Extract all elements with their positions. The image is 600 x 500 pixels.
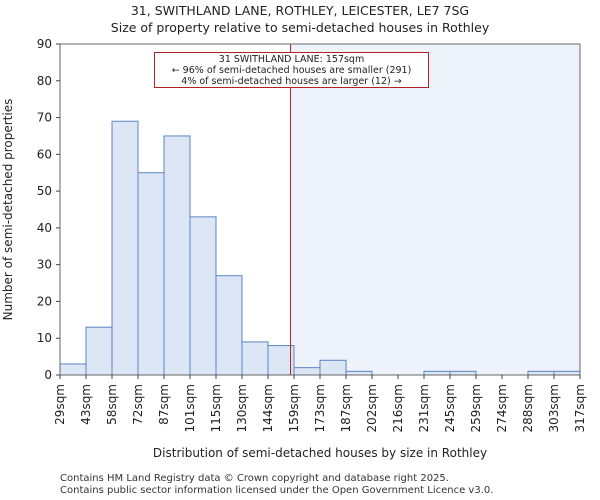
x-tick-label: 231sqm — [417, 384, 431, 432]
x-ticks: 29sqm 43sqm 58sqm 72sqm 87sqm 101sqm 115sqm 130… — [53, 375, 587, 432]
y-ticks: 0 10 20 30 40 50 60 70 80 90 — [37, 37, 60, 382]
x-tick-label: 317sqm — [573, 384, 587, 432]
bar-72sqm — [137, 172, 165, 376]
y-tick-label: 70 — [37, 111, 52, 125]
bar-245sqm — [449, 370, 477, 376]
bar-144sqm — [267, 345, 295, 376]
bar-288sqm — [527, 370, 555, 376]
x-tick-label: 274sqm — [495, 384, 509, 432]
chart-subtitle: Size of property relative to semi-detach… — [110, 20, 490, 35]
footer-line-2: Contains public sector information licen… — [60, 485, 494, 496]
x-tick-label: 159sqm — [287, 384, 301, 432]
bar-159sqm — [293, 367, 321, 376]
bar-173sqm — [319, 359, 347, 376]
bar-87sqm — [163, 135, 191, 376]
annotation-line-1: 31 SWITHLAND LANE: 157sqm — [218, 54, 365, 65]
bar-58sqm — [111, 120, 139, 376]
x-tick-label: 187sqm — [339, 384, 353, 432]
x-tick-label: 173sqm — [313, 384, 327, 432]
x-tick-label: 259sqm — [469, 384, 483, 432]
x-tick-label: 303sqm — [547, 384, 561, 432]
annotation-box: 31 SWITHLAND LANE: 157sqm ← 96% of semi-… — [154, 52, 429, 88]
bar-187sqm — [345, 370, 373, 376]
annotation-line-3: 4% of semi-detached houses are larger (1… — [181, 76, 402, 87]
bar-115sqm — [215, 275, 243, 376]
y-tick-label: 60 — [37, 147, 52, 161]
y-tick-label: 50 — [37, 184, 52, 198]
annotation-line-2: ← 96% of semi-detached houses are smalle… — [171, 65, 412, 76]
x-tick-label: 130sqm — [235, 384, 249, 432]
bar-29sqm — [59, 363, 87, 376]
larger-region-highlight — [290, 44, 580, 375]
bar-101sqm — [189, 216, 217, 376]
y-tick-label: 40 — [37, 221, 52, 235]
y-axis-label: Number of semi-detached properties — [1, 99, 15, 321]
y-tick-label: 0 — [44, 368, 52, 382]
bar-130sqm — [241, 341, 269, 376]
x-axis-label: Distribution of semi-detached houses by … — [153, 446, 487, 460]
chart-title: 31, SWITHLAND LANE, ROTHLEY, LEICESTER, … — [130, 3, 470, 18]
x-tick-label: 245sqm — [443, 384, 457, 432]
bar-231sqm — [423, 370, 451, 376]
footer-line-1: Contains HM Land Registry data © Crown c… — [60, 473, 449, 484]
x-tick-label: 216sqm — [391, 384, 405, 432]
x-tick-label: 144sqm — [261, 384, 275, 432]
bar-303sqm — [553, 370, 581, 376]
y-tick-label: 30 — [37, 258, 52, 272]
x-tick-label: 29sqm — [53, 384, 67, 425]
x-tick-label: 288sqm — [521, 384, 535, 432]
x-tick-label: 43sqm — [79, 384, 93, 425]
x-tick-label: 202sqm — [365, 384, 379, 432]
y-tick-label: 80 — [37, 74, 52, 88]
x-tick-label: 87sqm — [157, 384, 171, 425]
x-tick-label: 58sqm — [105, 384, 119, 425]
bar-43sqm — [85, 326, 113, 376]
bars-group — [59, 120, 581, 376]
y-tick-label: 20 — [37, 294, 52, 308]
y-tick-label: 10 — [37, 331, 52, 345]
x-tick-label: 101sqm — [183, 384, 197, 432]
x-tick-label: 72sqm — [131, 384, 145, 425]
y-tick-label: 90 — [37, 37, 52, 51]
x-tick-label: 115sqm — [209, 384, 223, 432]
